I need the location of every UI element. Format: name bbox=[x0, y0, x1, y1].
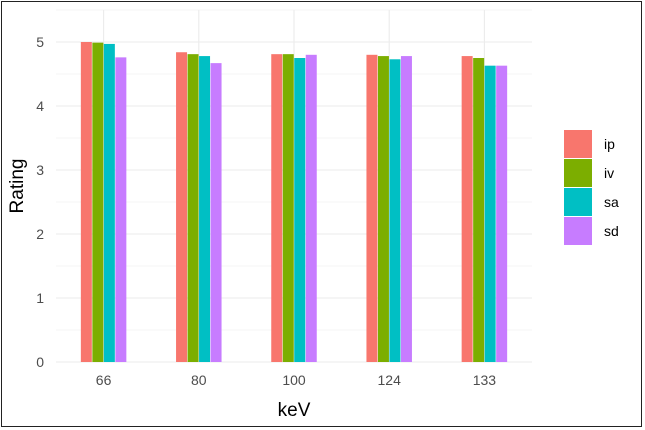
y-axis-title: Rating bbox=[7, 159, 28, 214]
legend-key-iv bbox=[564, 159, 592, 187]
legend-key-sa bbox=[564, 188, 592, 216]
y-tick-label: 4 bbox=[36, 98, 44, 114]
grid-lines bbox=[56, 9, 532, 363]
bar-iv-80 bbox=[187, 54, 199, 362]
bar-iv-100 bbox=[282, 54, 294, 362]
legend-label-sa: sa bbox=[604, 194, 619, 210]
legend-item-sa: sa bbox=[564, 188, 619, 216]
legend-item-ip: ip bbox=[564, 130, 615, 158]
bar-ip-124 bbox=[366, 54, 378, 363]
x-tick-label: 133 bbox=[473, 372, 497, 388]
bar-iv-124 bbox=[377, 56, 389, 363]
bar-sa-133 bbox=[484, 65, 496, 363]
bar-iv-66 bbox=[92, 42, 104, 362]
y-tick-label: 0 bbox=[36, 354, 44, 370]
bar-sd-100 bbox=[305, 54, 317, 363]
bar-sd-124 bbox=[400, 56, 412, 363]
bars bbox=[80, 42, 508, 363]
bar-ip-133 bbox=[461, 56, 473, 363]
x-tick-label: 124 bbox=[378, 372, 402, 388]
x-tick-label: 66 bbox=[96, 372, 112, 388]
bar-sa-124 bbox=[389, 59, 401, 362]
bar-iv-133 bbox=[473, 58, 485, 362]
y-tick-label: 1 bbox=[36, 290, 44, 306]
legend-key-sd bbox=[564, 217, 592, 245]
bar-sa-100 bbox=[294, 58, 306, 362]
y-axis-tick-labels: 0 1 2 3 4 5 bbox=[36, 34, 44, 370]
legend-label-ip: ip bbox=[604, 136, 615, 152]
bar-ip-80 bbox=[176, 52, 188, 363]
legend-item-sd: sd bbox=[564, 217, 619, 245]
bar-ip-66 bbox=[80, 42, 92, 362]
y-tick-label: 5 bbox=[36, 34, 44, 50]
legend-label-iv: iv bbox=[604, 165, 614, 181]
legend-key-ip bbox=[564, 130, 592, 158]
legend-item-iv: iv bbox=[564, 159, 614, 187]
bar-ip-100 bbox=[271, 54, 283, 362]
bar-sd-80 bbox=[210, 63, 222, 363]
x-axis-tick-labels: 66 80 100 124 133 bbox=[96, 372, 496, 388]
legend-label-sd: sd bbox=[604, 223, 619, 239]
bar-sd-66 bbox=[115, 57, 127, 363]
y-tick-label: 3 bbox=[36, 162, 44, 178]
y-tick-label: 2 bbox=[36, 226, 44, 242]
bar-sa-66 bbox=[103, 43, 115, 363]
legend: ip iv sa sd bbox=[564, 130, 619, 245]
bar-sa-80 bbox=[199, 56, 211, 363]
x-axis-title: keV bbox=[278, 400, 311, 421]
x-tick-label: 100 bbox=[282, 372, 306, 388]
bar-sd-133 bbox=[496, 65, 508, 363]
x-tick-label: 80 bbox=[191, 372, 207, 388]
